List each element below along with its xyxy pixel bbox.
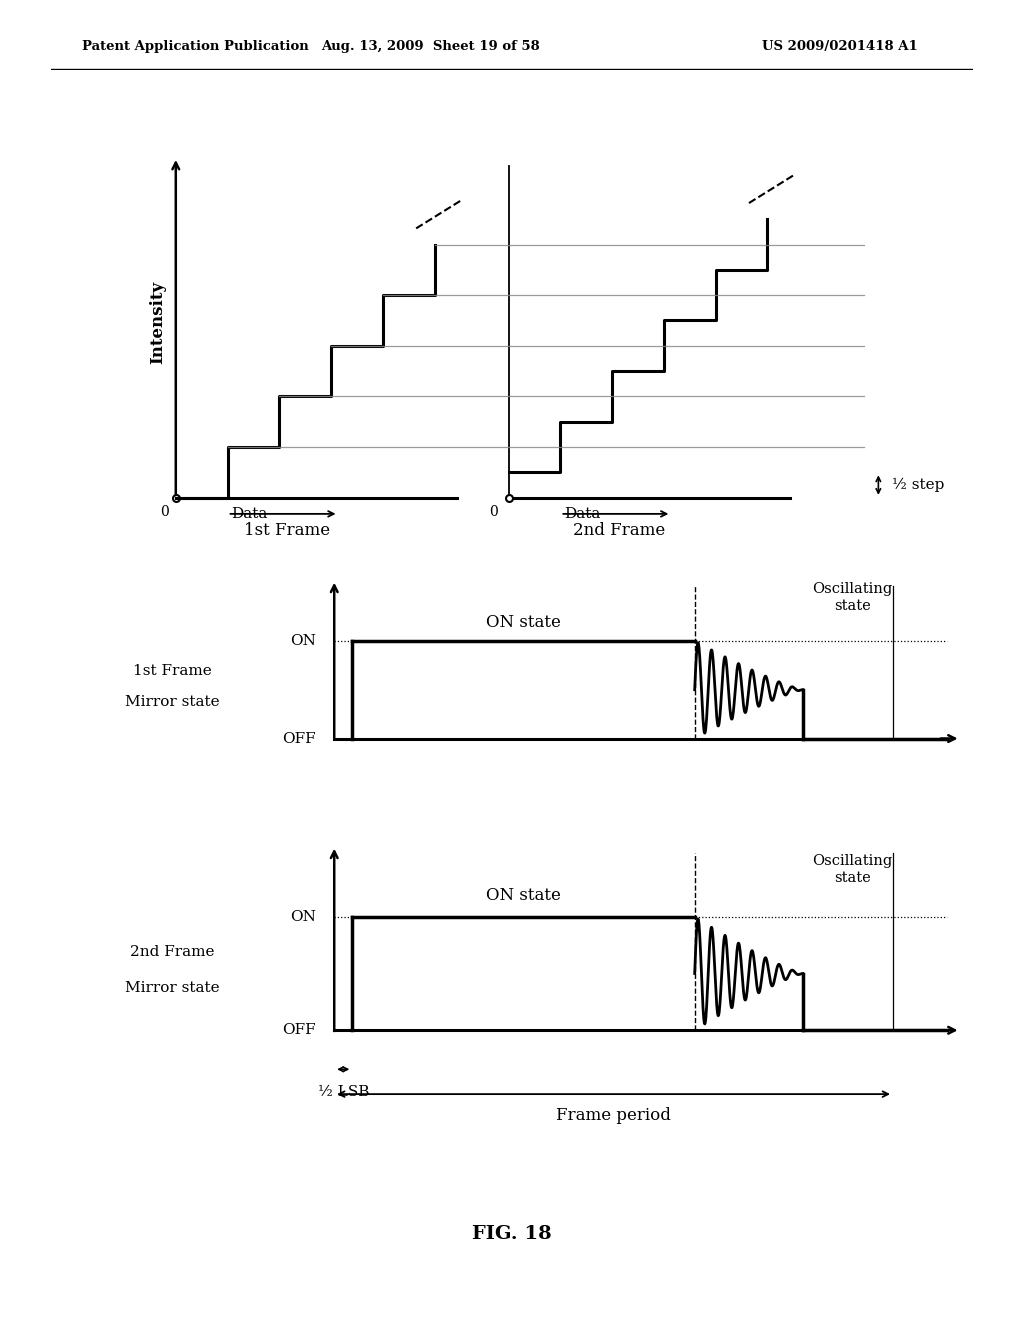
Text: US 2009/0201418 A1: US 2009/0201418 A1 [762, 40, 918, 53]
Text: OFF: OFF [283, 731, 316, 746]
Text: ½ LSB: ½ LSB [317, 1085, 369, 1098]
Text: Aug. 13, 2009  Sheet 19 of 58: Aug. 13, 2009 Sheet 19 of 58 [321, 40, 540, 53]
Text: ON: ON [291, 634, 316, 648]
Text: Oscillating
state: Oscillating state [812, 854, 893, 884]
Text: Data: Data [231, 507, 267, 521]
Text: ½ step: ½ step [892, 478, 944, 492]
Text: FIG. 18: FIG. 18 [472, 1225, 552, 1243]
Text: Intensity: Intensity [148, 281, 166, 364]
Text: Mirror state: Mirror state [125, 694, 219, 709]
Text: Patent Application Publication: Patent Application Publication [82, 40, 308, 53]
Text: 0: 0 [488, 504, 498, 519]
Text: ON: ON [291, 909, 316, 924]
Text: Frame period: Frame period [556, 1107, 671, 1123]
Text: ON state: ON state [486, 887, 561, 904]
Text: 2nd Frame: 2nd Frame [130, 945, 214, 960]
Text: 1st Frame: 1st Frame [133, 664, 211, 678]
Text: 1st Frame: 1st Frame [244, 523, 330, 540]
Text: ON state: ON state [486, 614, 561, 631]
Text: Oscillating
state: Oscillating state [812, 582, 893, 614]
Text: OFF: OFF [283, 1023, 316, 1038]
Text: Data: Data [564, 507, 600, 521]
Text: 0: 0 [160, 504, 168, 519]
Text: 2nd Frame: 2nd Frame [573, 523, 666, 540]
Text: Mirror state: Mirror state [125, 981, 219, 995]
